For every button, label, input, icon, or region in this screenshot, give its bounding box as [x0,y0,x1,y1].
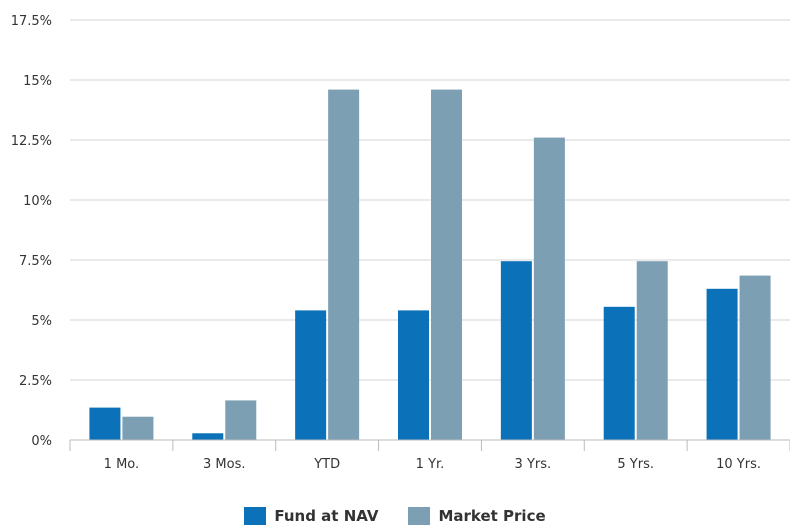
bar-market-price[interactable] [328,89,360,440]
legend-label-market-price: Market Price [438,507,546,525]
y-tick-label: 5% [31,314,52,329]
gridlines [70,19,790,381]
bar-fund-at-nav[interactable] [192,433,224,440]
bar-fund-at-nav[interactable] [89,407,121,440]
bar-market-price[interactable] [431,89,462,440]
bar-fund-at-nav[interactable] [603,306,635,440]
y-tick-label: 12.5% [11,134,52,149]
legend-item-fund-at-nav[interactable]: Fund at NAV [244,507,378,525]
bar-market-price[interactable] [739,275,771,440]
legend-swatch-market-price [408,507,431,525]
legend: Fund at NAV Market Price [0,506,790,526]
x-tick-label: 1 Yr. [416,457,445,472]
y-tick-label: 17.5% [11,14,52,29]
x-axis-tick-labels: 1 Mo. 3 Mos. YTD 1 Yr. 3 Yrs. 5 Yrs. 10 Yrs. [104,457,761,472]
bar-fund-at-nav[interactable] [500,261,532,440]
bar-market-price[interactable] [122,416,154,440]
y-tick-label: 7.5% [19,254,52,269]
bar-fund-at-nav[interactable] [398,310,429,440]
bar-market-price[interactable] [225,400,257,440]
y-tick-label: 2.5% [19,374,52,389]
bars [89,89,771,440]
bar-market-price[interactable] [533,137,565,440]
bar-market-price[interactable] [636,261,668,440]
x-tick-label: 3 Mos. [203,457,245,472]
y-tick-label: 0% [31,434,52,449]
y-tick-label: 15% [23,74,52,89]
x-tick-label: 10 Yrs. [716,457,761,472]
legend-swatch-fund-at-nav [244,507,267,525]
y-tick-label: 10% [23,194,52,209]
performance-bar-chart: 0% 2.5% 5% 7.5% 10% 12.5% 15% 17.5% 1 Mo. 3 Mos.… [11,14,790,472]
x-axis [69,439,790,451]
legend-item-market-price[interactable]: Market Price [408,507,546,525]
x-tick-label: 1 Mo. [104,457,139,472]
y-axis-tick-labels: 0% 2.5% 5% 7.5% 10% 12.5% 15% 17.5% [11,14,52,449]
bar-fund-at-nav[interactable] [706,288,738,440]
x-tick-label: 5 Yrs. [617,457,654,472]
bar-fund-at-nav[interactable] [295,310,327,440]
legend-label-fund-at-nav: Fund at NAV [274,507,379,525]
x-tick-label: YTD [313,457,340,472]
x-tick-label: 3 Yrs. [515,457,552,472]
